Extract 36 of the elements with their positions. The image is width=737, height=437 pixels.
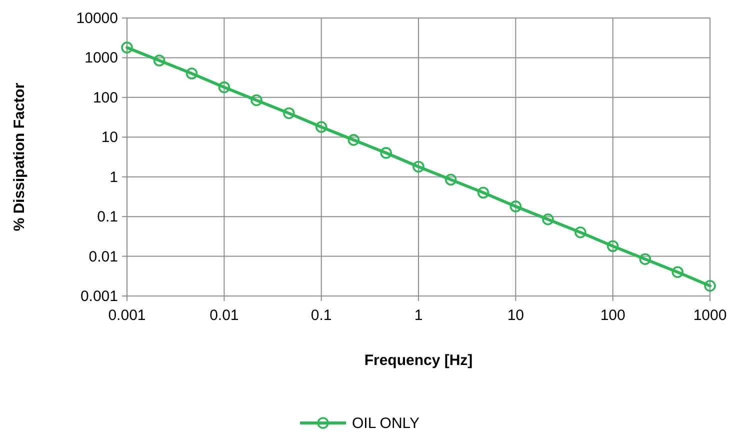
point: [639, 253, 652, 265]
x-tick-label: 10: [507, 307, 524, 324]
point: [412, 160, 424, 173]
point: [153, 54, 166, 66]
point: [704, 280, 716, 292]
point: [444, 174, 457, 186]
point: [380, 147, 392, 159]
y-tick-label: 100: [92, 89, 118, 106]
x-tick-label: 0.01: [210, 307, 239, 324]
y-tick-label: 0.01: [88, 248, 118, 266]
x-tick-label: 100: [600, 307, 626, 324]
y-tick-label: 10: [101, 129, 118, 146]
point: [186, 68, 198, 80]
point: [218, 81, 230, 94]
point: [477, 186, 490, 199]
point: [348, 134, 360, 146]
point: [672, 266, 684, 278]
y-axis-title: % Dissipation Factor: [11, 82, 28, 232]
y-tick-label: 10000: [76, 10, 118, 27]
point: [121, 42, 133, 54]
y-tick-label: 0.001: [80, 288, 118, 305]
x-tick-label: 1: [414, 307, 423, 324]
point: [283, 107, 295, 120]
x-tick-label: 0.1: [310, 307, 332, 324]
point: [315, 121, 328, 133]
y-tick-label: 1: [110, 168, 118, 186]
x-tick-label: 1000: [693, 307, 727, 324]
legend-label: OIL ONLY: [352, 415, 420, 432]
point: [542, 213, 554, 226]
y-tick-label: 0.1: [97, 208, 118, 226]
point: [606, 240, 619, 252]
x-axis-title: Frequency [Hz]: [364, 352, 473, 369]
point: [250, 94, 262, 106]
point: [574, 226, 586, 238]
point: [510, 200, 522, 212]
y-tick-label: 1000: [84, 50, 118, 67]
